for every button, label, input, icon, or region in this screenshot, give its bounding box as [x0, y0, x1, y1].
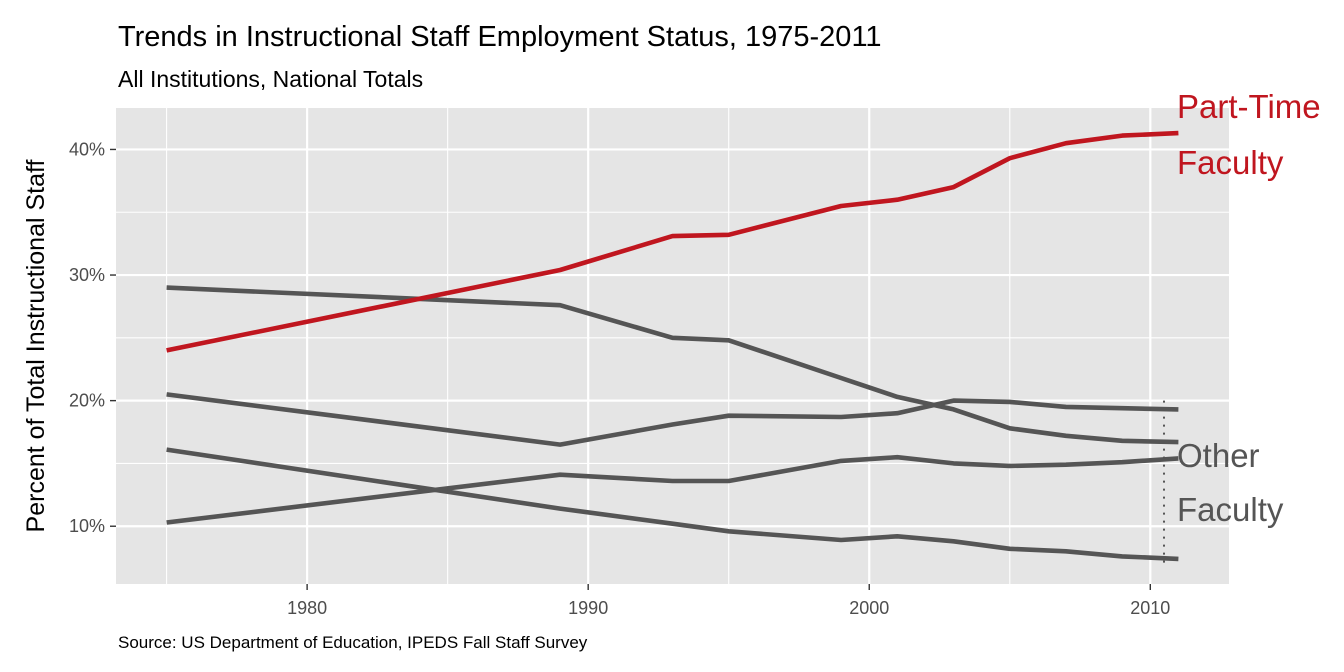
y-axis-title: Percent of Total Instructional Staff: [22, 159, 50, 532]
series-line-part-time-faculty: [166, 130, 1179, 353]
other-faculty-label-line2: Faculty: [1177, 491, 1284, 528]
other-faculty-label-line1: Other: [1177, 437, 1260, 474]
y-tick-label: 10%: [69, 516, 105, 536]
part-time-faculty-label-line2: Faculty: [1177, 144, 1284, 181]
part-time-faculty-label-line1: Part-Time: [1177, 88, 1321, 125]
plot-panel: [116, 108, 1229, 584]
x-tick-label: 2010: [1130, 598, 1170, 618]
y-tick-label: 40%: [69, 139, 105, 159]
y-tick-label: 30%: [69, 265, 105, 285]
y-axis: 10% 20% 30% 40%: [69, 139, 116, 536]
series-line-full-time-tenure-track-faculty: [166, 447, 1179, 562]
x-axis: 1980 1990 2000 2010: [287, 584, 1170, 618]
x-tick-label: 1980: [287, 598, 327, 618]
series-line-full-time-tenured-faculty: [166, 285, 1179, 445]
annotations: Part-Time Faculty Other Faculty: [1163, 88, 1321, 564]
series-line-graduate-student-employees: [166, 392, 1179, 447]
series-lines: [166, 130, 1179, 562]
series-line-full-time-non-tenure-track-faculty: [166, 454, 1179, 525]
y-tick-label: 20%: [69, 391, 105, 411]
x-tick-label: 2000: [849, 598, 889, 618]
x-tick-label: 1990: [568, 598, 608, 618]
chart-subtitle: All Institutions, National Totals: [118, 66, 423, 92]
chart-title: Trends in Instructional Staff Employment…: [118, 21, 882, 53]
source-caption: Source: US Department of Education, IPED…: [118, 633, 588, 652]
